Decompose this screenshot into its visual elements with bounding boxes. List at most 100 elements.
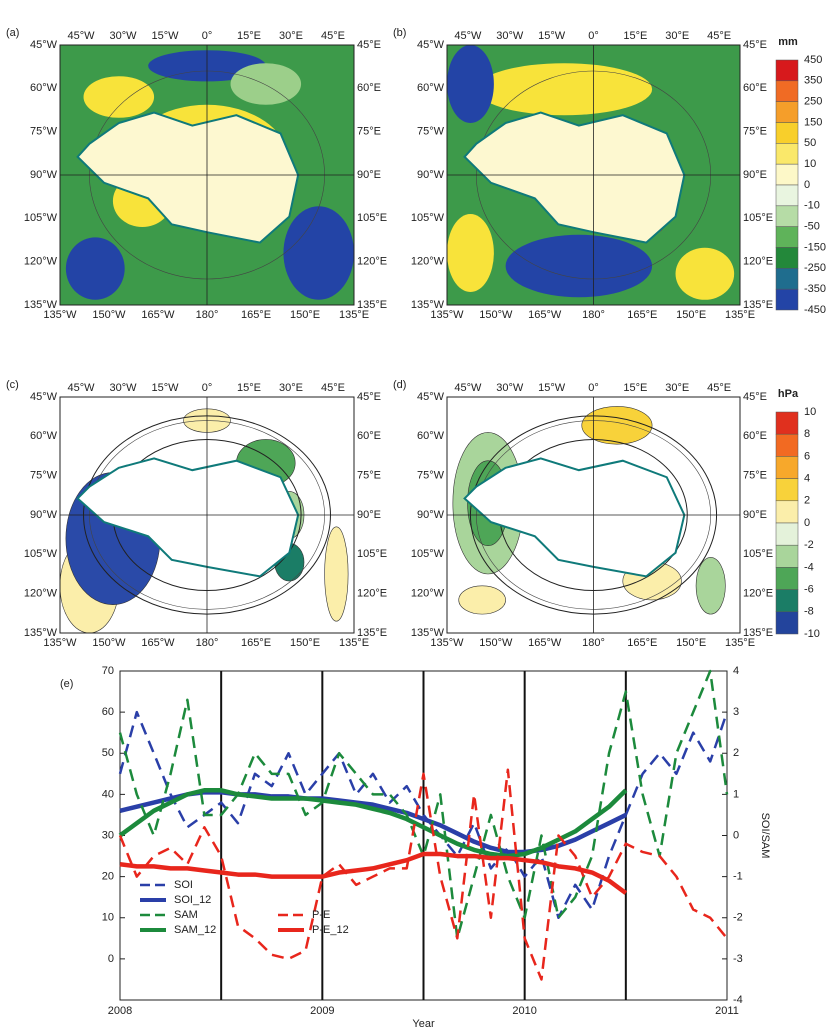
lon-label: 30°W — [496, 30, 524, 42]
lon-label: 135°E — [725, 309, 755, 321]
colorbar-cell — [775, 143, 799, 165]
colorbar-cell — [775, 411, 799, 435]
panel-label: (a) — [6, 27, 19, 39]
lon-label: 105°E — [743, 212, 773, 224]
lon-label: 105°W — [411, 212, 445, 224]
lon-label: 45°W — [30, 39, 58, 51]
colorbar-label: 450 — [804, 54, 822, 66]
lon-label: 15°E — [623, 382, 647, 394]
colorbar-label: 6 — [804, 450, 810, 462]
lon-label: 120°E — [743, 256, 773, 268]
colorbar-cell — [775, 247, 799, 269]
lon-label: 135°W — [430, 309, 464, 321]
colorbar-label: -10 — [804, 628, 820, 640]
y2-tick-label: 1 — [733, 788, 739, 800]
lon-label: 150°W — [92, 637, 126, 649]
map-panel: (c) 45°W 30°W 15°W 0° 15°E 30°E 45°E 135°W 150°W 1… — [6, 379, 387, 649]
map-panel: (d) 45°W 30°W 15°W 0° 15°E 30°E 45°E 135°W 150°W 1… — [393, 379, 773, 649]
map-field — [60, 397, 354, 633]
lon-label: 75°W — [30, 470, 58, 482]
series-line — [119, 851, 628, 895]
colorbar-label: -6 — [804, 584, 814, 596]
lon-label: 30°W — [109, 382, 137, 394]
lon-label: 45°E — [743, 391, 767, 403]
colorbar-label: -150 — [804, 241, 826, 253]
map-anomaly — [458, 585, 506, 615]
lon-label: 30°E — [279, 382, 303, 394]
lon-label: 180° — [582, 309, 605, 321]
y2-tick-label: 0 — [733, 829, 739, 841]
series-line — [118, 669, 729, 940]
colorbar-label: 0 — [804, 517, 810, 529]
lon-label: 135°E — [357, 299, 387, 311]
lon-label: 150°E — [676, 637, 706, 649]
map-anomaly — [675, 247, 735, 300]
lon-label: 90°E — [743, 169, 767, 181]
colorbar-label: 10 — [804, 158, 816, 170]
lon-label: 75°E — [743, 126, 767, 138]
lon-label: 120°W — [411, 588, 445, 600]
lon-label: 105°E — [743, 548, 773, 560]
lon-label: 45°W — [454, 30, 482, 42]
lon-label: 30°W — [109, 30, 137, 42]
colorbar-cell — [775, 567, 799, 590]
legend-label: SAM — [174, 909, 198, 921]
lon-label: 120°E — [357, 588, 387, 600]
colorbar-label: -250 — [804, 262, 826, 274]
lon-label: 165°E — [627, 637, 657, 649]
y-tick-label: 50 — [102, 747, 114, 759]
colorbar-cell — [775, 122, 799, 144]
lon-label: 15°W — [151, 30, 179, 42]
lon-label: 165°W — [141, 637, 175, 649]
colorbar-cell — [775, 184, 799, 207]
chart-title: (e) — [60, 678, 73, 690]
lon-label: 150°W — [479, 309, 513, 321]
y2-tick-label: 2 — [733, 747, 739, 759]
lon-label: 75°E — [357, 126, 381, 138]
y-tick-label: 0 — [108, 953, 114, 965]
y2-axis-label: SOI/SAM — [759, 813, 771, 859]
lon-label: 0° — [202, 382, 213, 394]
lon-label: 150°W — [479, 637, 513, 649]
lon-label: 45°W — [67, 382, 95, 394]
lon-label: 75°E — [743, 470, 767, 482]
lon-label: 60°E — [357, 82, 381, 94]
y-tick-label: 30 — [102, 829, 114, 841]
lon-label: 150°W — [92, 309, 126, 321]
colorbar-label: -350 — [804, 283, 826, 295]
lon-label: 15°W — [538, 30, 566, 42]
colorbar-label: -450 — [804, 304, 826, 316]
colorbar-label: 8 — [804, 428, 810, 440]
lon-label: 45°W — [417, 39, 445, 51]
lon-label: 180° — [582, 637, 605, 649]
lon-label: 165°W — [528, 309, 562, 321]
lon-label: 165°W — [528, 637, 562, 649]
lon-label: 165°W — [141, 309, 175, 321]
y2-tick-label: -1 — [733, 871, 743, 883]
map-anomaly — [581, 406, 653, 445]
y2-tick-label: -4 — [733, 994, 743, 1006]
lon-label: 45°E — [321, 30, 345, 42]
y-tick-label: 60 — [102, 706, 114, 718]
lon-label: 45°E — [357, 391, 381, 403]
lon-label: 135°W — [43, 309, 77, 321]
lon-label: 15°E — [237, 30, 261, 42]
colorbar-label: 2 — [804, 495, 810, 507]
lon-label: 15°E — [237, 382, 261, 394]
lon-label: 90°E — [357, 509, 381, 521]
lon-label: 135°W — [430, 637, 464, 649]
y-tick-label: 20 — [102, 871, 114, 883]
lon-label: 60°W — [30, 82, 58, 94]
y2-tick-label: -2 — [733, 912, 743, 924]
lon-label: 30°W — [496, 382, 524, 394]
colorbar-label: -2 — [804, 539, 814, 551]
lon-label: 30°E — [279, 30, 303, 42]
map-frame — [59, 396, 355, 634]
lon-label: 135°W — [43, 637, 77, 649]
lon-label: 45°E — [357, 39, 381, 51]
lon-label: 135°W — [24, 627, 58, 639]
map-frame — [446, 396, 741, 634]
lon-label: 135°W — [24, 299, 58, 311]
map-anomaly — [505, 234, 653, 298]
lon-label: 15°E — [623, 30, 647, 42]
